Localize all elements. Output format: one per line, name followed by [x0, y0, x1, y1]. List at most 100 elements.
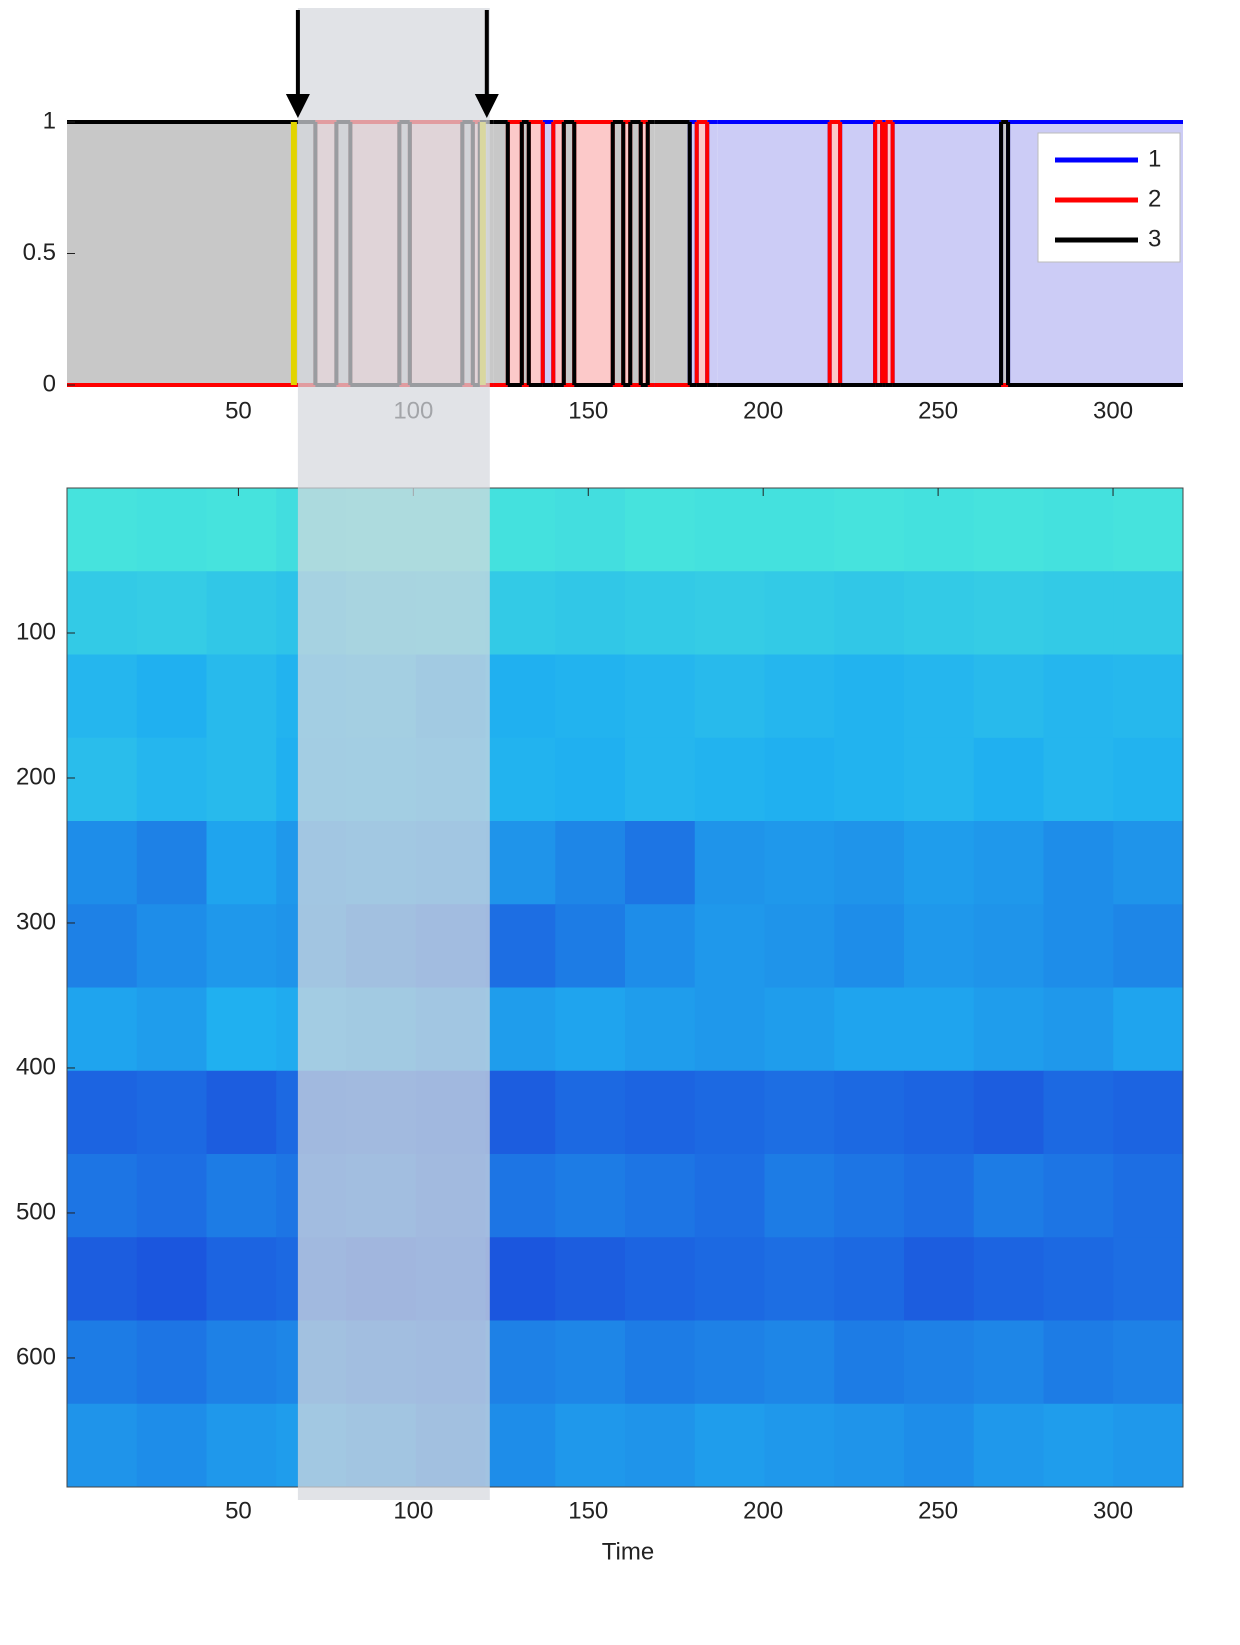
heatmap-cell — [625, 1320, 696, 1405]
heatmap-cell — [136, 1320, 207, 1405]
heatmap-cell — [764, 1320, 835, 1405]
heatmap-cell — [694, 1154, 765, 1238]
heatmap-cell — [973, 821, 1044, 905]
y-tick-label: 300 — [16, 908, 56, 935]
heatmap-cell — [973, 488, 1044, 572]
heatmap-cell — [764, 571, 835, 655]
state-region — [507, 122, 522, 385]
heatmap-cell — [625, 1237, 696, 1321]
heatmap-cell — [206, 821, 277, 905]
heatmap-cell — [485, 821, 556, 905]
heatmap-cell — [1113, 904, 1184, 988]
arrow-head — [474, 94, 499, 118]
heatmap-cell — [555, 1070, 626, 1155]
heatmap-cell — [206, 1403, 277, 1488]
x-tick-label: 250 — [918, 397, 958, 424]
heatmap-cell — [694, 821, 765, 905]
heatmap-cell — [904, 987, 975, 1072]
heatmap-cell — [694, 904, 765, 988]
heatmap-cell — [1043, 737, 1114, 822]
highlight-band — [297, 8, 490, 1500]
heatmap-cell — [904, 1320, 975, 1405]
heatmap-cell — [834, 488, 905, 572]
heatmap-cell — [1043, 987, 1114, 1072]
heatmap-cell — [136, 571, 207, 655]
heatmap-cell — [1043, 1237, 1114, 1321]
x-tick-label: 250 — [918, 1497, 958, 1524]
state-region — [647, 122, 655, 385]
state-region — [892, 122, 1002, 385]
heatmap-cell — [206, 1320, 277, 1405]
heatmap-cell — [485, 488, 556, 572]
x-tick-label: 50 — [225, 1497, 252, 1524]
heatmap-cell — [764, 1403, 835, 1488]
heatmap-cell — [1043, 1070, 1114, 1155]
heatmap-cell — [1043, 1154, 1114, 1238]
heatmap-cell — [67, 1237, 138, 1321]
x-axis-label: Time — [602, 1538, 654, 1565]
heatmap-cell — [834, 987, 905, 1072]
heatmap-cell — [834, 821, 905, 905]
heatmap-cell — [1113, 488, 1184, 572]
heatmap-cell — [136, 987, 207, 1072]
state-region — [654, 122, 690, 385]
heatmap-cell — [136, 488, 207, 572]
heatmap-cell — [67, 987, 138, 1072]
state-region — [630, 122, 641, 385]
heatmap-cell — [973, 1403, 1044, 1488]
heatmap-cell — [764, 1237, 835, 1321]
heatmap-cell — [67, 1403, 138, 1488]
heatmap-cell — [206, 654, 277, 739]
heatmap-cell — [973, 737, 1044, 822]
state-region — [612, 122, 624, 385]
heatmap-cell — [904, 571, 975, 655]
heatmap-cell — [625, 1403, 696, 1488]
state-region — [885, 122, 893, 385]
heatmap-cell — [1043, 488, 1114, 572]
heatmap-cell — [973, 987, 1044, 1072]
heatmap-cell — [1113, 1320, 1184, 1405]
heatmap-cell — [206, 571, 277, 655]
heatmap-cell — [694, 1320, 765, 1405]
heatmap-cell — [973, 904, 1044, 988]
heatmap-cell — [67, 821, 138, 905]
heatmap-cell — [136, 1154, 207, 1238]
heatmap-cell — [973, 1237, 1044, 1321]
y-tick-label: 200 — [16, 763, 56, 790]
state-region — [689, 122, 697, 385]
state-region — [67, 122, 291, 385]
heatmap-cell — [67, 1320, 138, 1405]
heatmap-cell — [973, 654, 1044, 739]
heatmap-cell — [904, 1070, 975, 1155]
state-region — [840, 122, 876, 385]
heatmap-cell — [904, 821, 975, 905]
heatmap-cell — [555, 1154, 626, 1238]
heatmap-cell — [485, 904, 556, 988]
y-tick-label: 400 — [16, 1053, 56, 1080]
heatmap-cell — [694, 987, 765, 1072]
heatmap-cell — [764, 737, 835, 822]
y-tick-label: 1 — [43, 107, 56, 134]
heatmap-cell — [1043, 821, 1114, 905]
heatmap-cell — [555, 1237, 626, 1321]
heatmap-cell — [625, 1154, 696, 1238]
heatmap-cell — [555, 737, 626, 822]
heatmap-cell — [764, 1070, 835, 1155]
heatmap-cell — [485, 1154, 556, 1238]
heatmap-cell — [136, 1237, 207, 1321]
heatmap-cell — [67, 1154, 138, 1238]
heatmap-cell — [625, 571, 696, 655]
state-region — [640, 122, 648, 385]
heatmap-cell — [67, 904, 138, 988]
heatmap-cell — [973, 1154, 1044, 1238]
legend-label: 2 — [1148, 185, 1161, 212]
state-region — [542, 122, 554, 385]
heatmap-cell — [1043, 1320, 1114, 1405]
heatmap-cell — [1043, 904, 1114, 988]
heatmap-cell — [764, 1154, 835, 1238]
heatmap-cell — [206, 1154, 277, 1238]
heatmap-cell — [834, 1403, 905, 1488]
heatmap-cell — [1043, 571, 1114, 655]
heatmap-cell — [625, 904, 696, 988]
